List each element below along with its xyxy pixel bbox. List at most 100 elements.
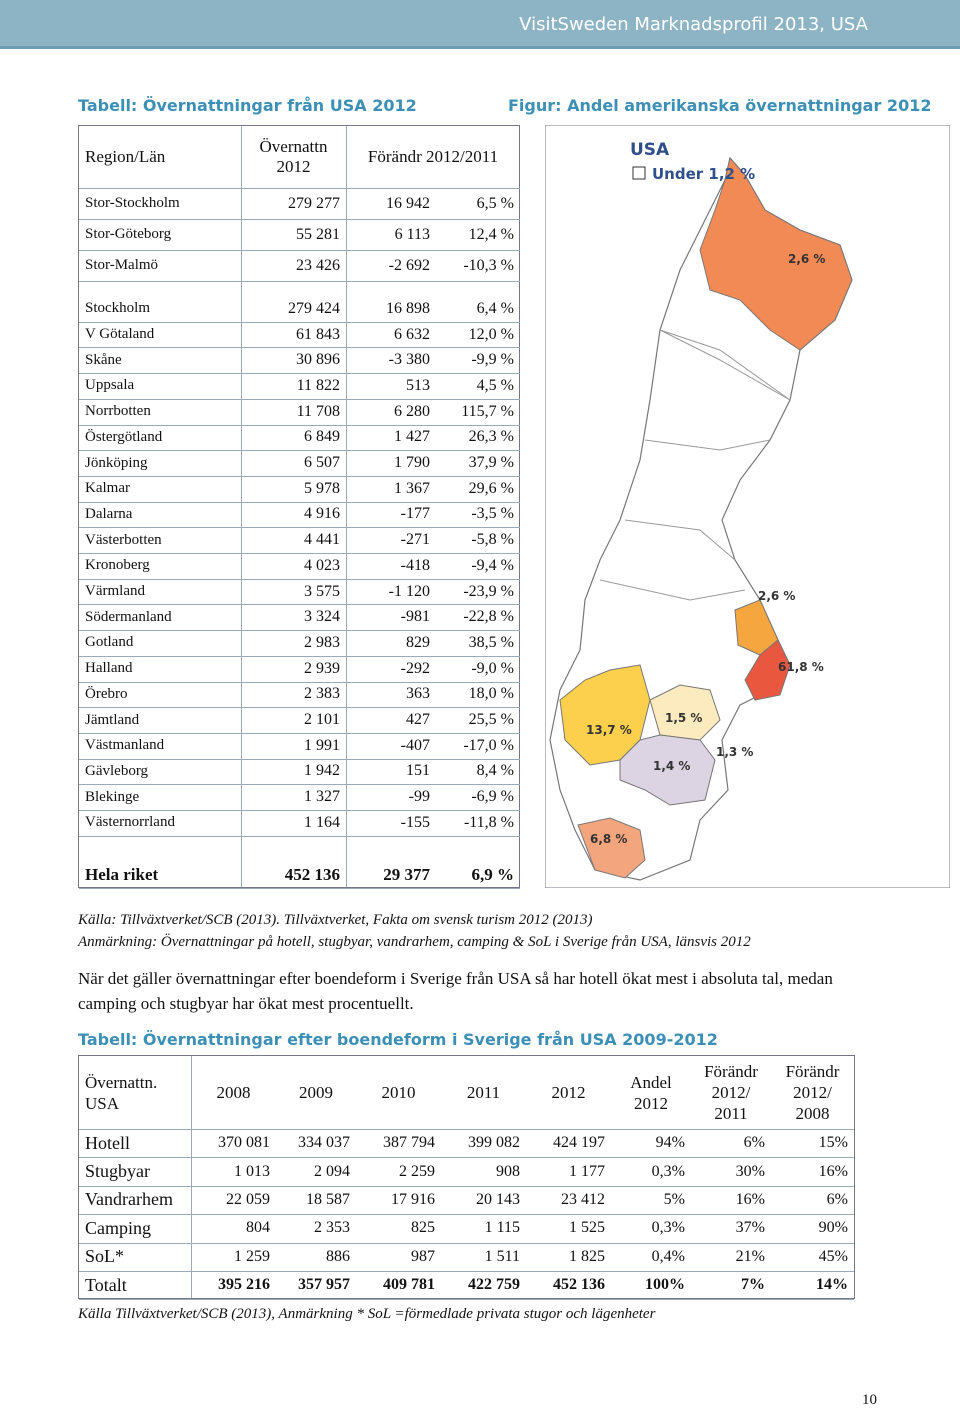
table-cell: -9,0 % — [471, 659, 514, 677]
table-cell: 6,5 % — [476, 194, 514, 212]
row-label: Värmland — [85, 583, 145, 600]
map-label: 1,5 % — [665, 711, 702, 725]
row-line — [79, 681, 520, 683]
row-line — [79, 630, 520, 632]
row-label: Dalarna — [85, 505, 133, 522]
row-line — [79, 1185, 854, 1187]
table-cell: 5 978 — [304, 479, 340, 497]
table-cell: 279 277 — [288, 194, 340, 212]
region-skane — [577, 817, 646, 879]
row-line — [79, 707, 520, 709]
table-cell: 363 — [406, 685, 430, 703]
map-label: 1,3 % — [716, 745, 753, 759]
row-label: Kalmar — [85, 480, 130, 497]
table-cell: 16% — [818, 1162, 848, 1180]
map-label: 1,4 % — [653, 759, 690, 773]
source: Källa Tillväxtverket/SCB (2013), Anmärkn… — [78, 1306, 656, 1322]
table-cell: 424 197 — [553, 1134, 605, 1152]
figure-title: Figur: Andel amerikanska övernattningar … — [508, 96, 932, 115]
row-label: Skåne — [85, 351, 122, 368]
legend-label: Under 1,2 % — [652, 165, 755, 183]
row-line — [79, 758, 520, 760]
table-cell: 21% — [735, 1247, 765, 1265]
paragraph: När det gäller övernattningar efter boen… — [78, 969, 833, 1013]
table-cell: 6 280 — [394, 402, 430, 420]
row-label: V Götaland — [85, 326, 155, 343]
table-cell: 1 367 — [394, 479, 430, 497]
table-cell: 3 324 — [304, 608, 340, 626]
table-cell: 151 — [406, 762, 430, 780]
table-cell: -1 120 — [388, 582, 430, 600]
table-cell: 409 781 — [383, 1276, 435, 1294]
table-cell: -981 — [400, 608, 430, 626]
row-line — [79, 835, 520, 837]
table-cell: 1 825 — [569, 1247, 605, 1265]
table-cell: 45% — [818, 1247, 848, 1265]
table-cell: -5,8 % — [471, 531, 514, 549]
table-cell: -407 — [400, 736, 430, 754]
table-cell: 8,4 % — [476, 762, 514, 780]
column-header: Förändr 2012/ 2011 — [704, 1062, 758, 1123]
table-cell: 18,0 % — [468, 685, 514, 703]
table-cell: 422 759 — [468, 1276, 520, 1294]
row-line — [79, 1242, 854, 1244]
table-cell: 513 — [406, 376, 430, 394]
row-label: Halland — [85, 660, 133, 677]
row-label: Stockholm — [85, 300, 151, 317]
table-cell: 3 575 — [304, 582, 340, 600]
table-cell: 90% — [818, 1219, 848, 1237]
table-cell: 22 059 — [226, 1190, 270, 1208]
table-cell: 6,4 % — [476, 299, 514, 317]
column-line — [191, 1056, 192, 1298]
table-cell: 30% — [735, 1162, 765, 1180]
table-cell: 14% — [816, 1276, 848, 1294]
table-cell: 16 942 — [386, 194, 430, 212]
row-label: Hotell — [85, 1132, 130, 1153]
table-cell: 100% — [645, 1276, 685, 1294]
table-cell: 16 898 — [386, 299, 430, 317]
region-borders — [659, 329, 791, 401]
table-cell: 825 — [411, 1219, 435, 1237]
table-cell: -271 — [400, 531, 430, 549]
map-label: 2,6 % — [758, 589, 795, 603]
row-label: Stor-Göteborg — [85, 226, 172, 242]
source: Källa: Tillväxtverket/SCB (2013). Tillvä… — [78, 912, 593, 928]
row-line — [79, 373, 520, 375]
row-label: Gävleborg — [85, 762, 149, 779]
table-cell: 2 983 — [304, 633, 340, 651]
table-cell: 55 281 — [296, 225, 340, 243]
row-label: Västerbotten — [85, 531, 162, 548]
table-cell: 29 377 — [383, 864, 430, 884]
row-label: Camping — [85, 1217, 151, 1238]
table-cell: 908 — [496, 1162, 520, 1180]
table-cell: 4,5 % — [476, 376, 514, 394]
map-label: 2,6 % — [788, 252, 825, 266]
table-cell: 886 — [326, 1247, 350, 1265]
row-label: Stugbyar — [85, 1161, 150, 1182]
table-cell: 4 023 — [304, 556, 340, 574]
region-vgotaland — [559, 664, 651, 766]
table-cell: 17 916 — [391, 1190, 435, 1208]
table-cell: 0,4% — [651, 1247, 685, 1265]
row-line — [79, 398, 520, 400]
table-cell: 2 353 — [314, 1219, 350, 1237]
column-header: 2008 — [216, 1083, 251, 1102]
table-cell: -418 — [400, 556, 430, 574]
row-line — [79, 219, 520, 220]
table-cell: 1 511 — [484, 1247, 520, 1265]
table-cell: 395 216 — [218, 1276, 270, 1294]
row-line — [79, 321, 520, 323]
table-cell: -155 — [400, 813, 430, 831]
column-header: 2012 — [551, 1083, 586, 1102]
table-cell: 1 790 — [394, 454, 430, 472]
row-label: Västernorrland — [85, 814, 175, 831]
row-line — [79, 784, 520, 786]
column-header: Andel 2012 — [630, 1072, 672, 1113]
table-cell: 2 094 — [314, 1162, 350, 1180]
row-label: Vandrarhem — [85, 1189, 173, 1210]
row-label: Totalt — [85, 1274, 127, 1295]
column-header: Region/Län — [85, 147, 166, 166]
row-line — [79, 188, 520, 189]
row-line — [79, 1129, 854, 1130]
